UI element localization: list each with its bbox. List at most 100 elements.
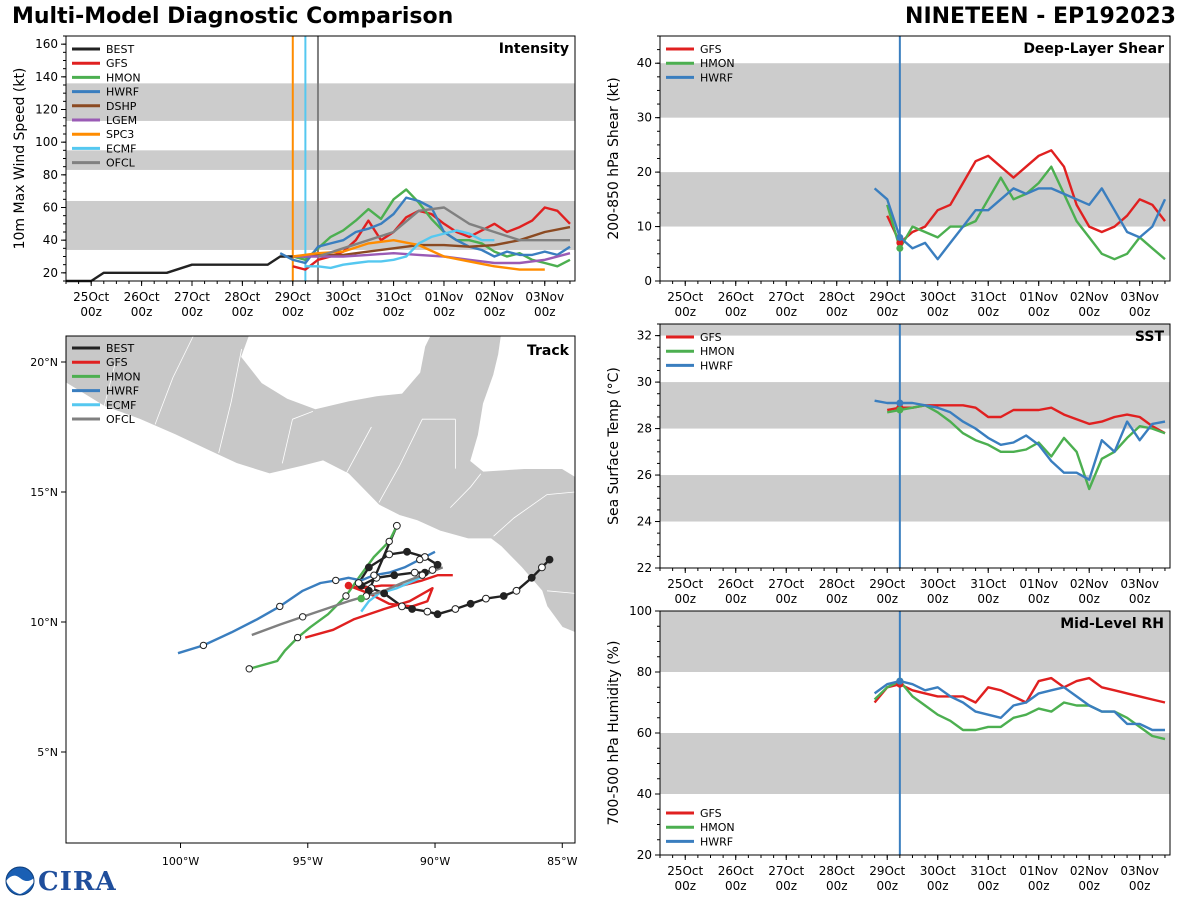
x-tick-hour-label: 00z [927,592,949,606]
x-tick-hour-label: 00z [282,305,304,319]
panel-track: 100°W 95°W 90°W 85°W 5°N 10°N 15°N 20°N Track BES… [30,335,578,868]
x-tick-hour-label: 00z [977,305,999,319]
y-tick-label: 22 [637,561,652,575]
x-tick-label: 01Nov [1019,290,1058,304]
x-tick-hour-label: 00z [433,305,455,319]
page-title: Multi-Model Diagnostic Comparison [12,4,454,29]
x-tick-label: 01Nov [1019,864,1058,878]
x-tick-label: 29Oct [275,290,311,304]
x-tick-hour-label: 00z [484,305,506,319]
storm-title: NINETEEN - EP192023 [905,4,1176,29]
x-tick-hour-label: 00z [775,879,797,893]
track-point [385,550,394,559]
panel-title: Intensity [499,41,569,57]
legend-label: ECMF [106,142,136,155]
x-tick-hour-label: 00z [725,592,747,606]
track-point [482,594,490,603]
x-tick-label: 25Oct [667,577,703,591]
track-point [354,579,363,587]
y-tick-label: 40 [43,233,58,247]
shade-band [660,475,1170,522]
series-hwrf [279,196,571,265]
y-tick-label: 20 [637,848,652,862]
country-border [103,356,118,407]
panel-sst: 22242628303225Oct00z26Oct00z27Oct00z28Oc… [606,323,1171,606]
track-ecmf [360,571,431,613]
logo-text: CIRA [38,867,117,897]
x-tick-hour-label: 00z [826,879,848,893]
x-tick-label: 31Oct [376,290,412,304]
legend-label: HWRF [106,86,139,99]
noaa-logo-icon [5,866,35,896]
legend-label: GFS [106,356,128,369]
x-tick-hour-label: 00z [876,879,898,893]
track-point [298,613,307,621]
init-marker [896,406,904,414]
x-tick-hour-label: 00z [927,305,949,319]
x-tick-label: 30Oct [920,290,956,304]
x-tick-hour-label: 00z [131,305,153,319]
x-tick-hour-label: 00z [826,305,848,319]
series-gfs [873,676,1166,704]
track-point [466,599,475,608]
legend-label: SPC3 [106,128,134,141]
x-tick-label: 28Oct [224,290,260,304]
shade-band [660,324,1170,336]
country-border [450,473,482,508]
series-gfs [292,206,571,271]
y-tick-label: 60 [637,726,652,740]
legend-label: HMON [700,345,735,358]
x-tick-hour-label: 00z [775,592,797,606]
x-tick-label: 31Oct [970,864,1006,878]
track-point [433,560,442,569]
track-point [364,563,373,572]
track-point [416,555,424,564]
x-tick-hour-label: 00z [80,305,102,319]
series-lgem [292,251,571,265]
y-tick-label: 80 [637,665,652,679]
x-tick-label: 28Oct [819,290,855,304]
track-point [370,571,378,579]
legend-label: HMON [700,57,735,70]
legend-label: GFS [700,43,722,56]
legend-label: GFS [106,57,128,70]
country-border [218,348,242,454]
series-gfs [886,404,1166,435]
track-point [245,665,253,673]
x-tick-label: 28Oct [819,577,855,591]
y-tick-label: 20 [637,165,652,179]
y-axis-label: 700-500 hPa Humidity (%) [606,641,622,826]
x-tick-label: 85°W [547,855,577,868]
series-dshp [292,225,571,258]
country-border [345,426,372,474]
x-tick-label: 27Oct [768,577,804,591]
map-layer [66,336,575,673]
track-point [538,563,546,572]
x-tick-label: 03Nov [1120,290,1159,304]
x-tick-label: 29Oct [869,290,905,304]
x-tick-label: 02Nov [475,290,514,304]
x-tick-label: 30Oct [920,864,956,878]
panel-title: SST [1135,329,1165,345]
x-tick-label: 01Nov [425,290,464,304]
track-hmon [248,525,398,670]
panel-title: Track [527,343,570,359]
country-border [546,590,575,594]
legend-label: GFS [700,807,722,820]
y-tick-label: 20 [43,266,58,280]
y-tick-label: 100 [35,135,58,149]
track-point [392,521,401,530]
land-mass [66,336,575,633]
y-tick-label: 100 [629,604,652,618]
track-ofcl [251,566,444,637]
track-point [398,602,406,611]
y-tick-label: 15°N [30,486,58,499]
legend-label: DSHP [106,100,137,113]
y-tick-label: 10 [637,220,652,234]
x-tick-hour-label: 00z [826,592,848,606]
legend-label: HWRF [700,835,733,848]
track-point [293,633,302,642]
x-tick-label: 27Oct [174,290,210,304]
track-point [276,602,284,611]
shade-band [660,733,1170,794]
